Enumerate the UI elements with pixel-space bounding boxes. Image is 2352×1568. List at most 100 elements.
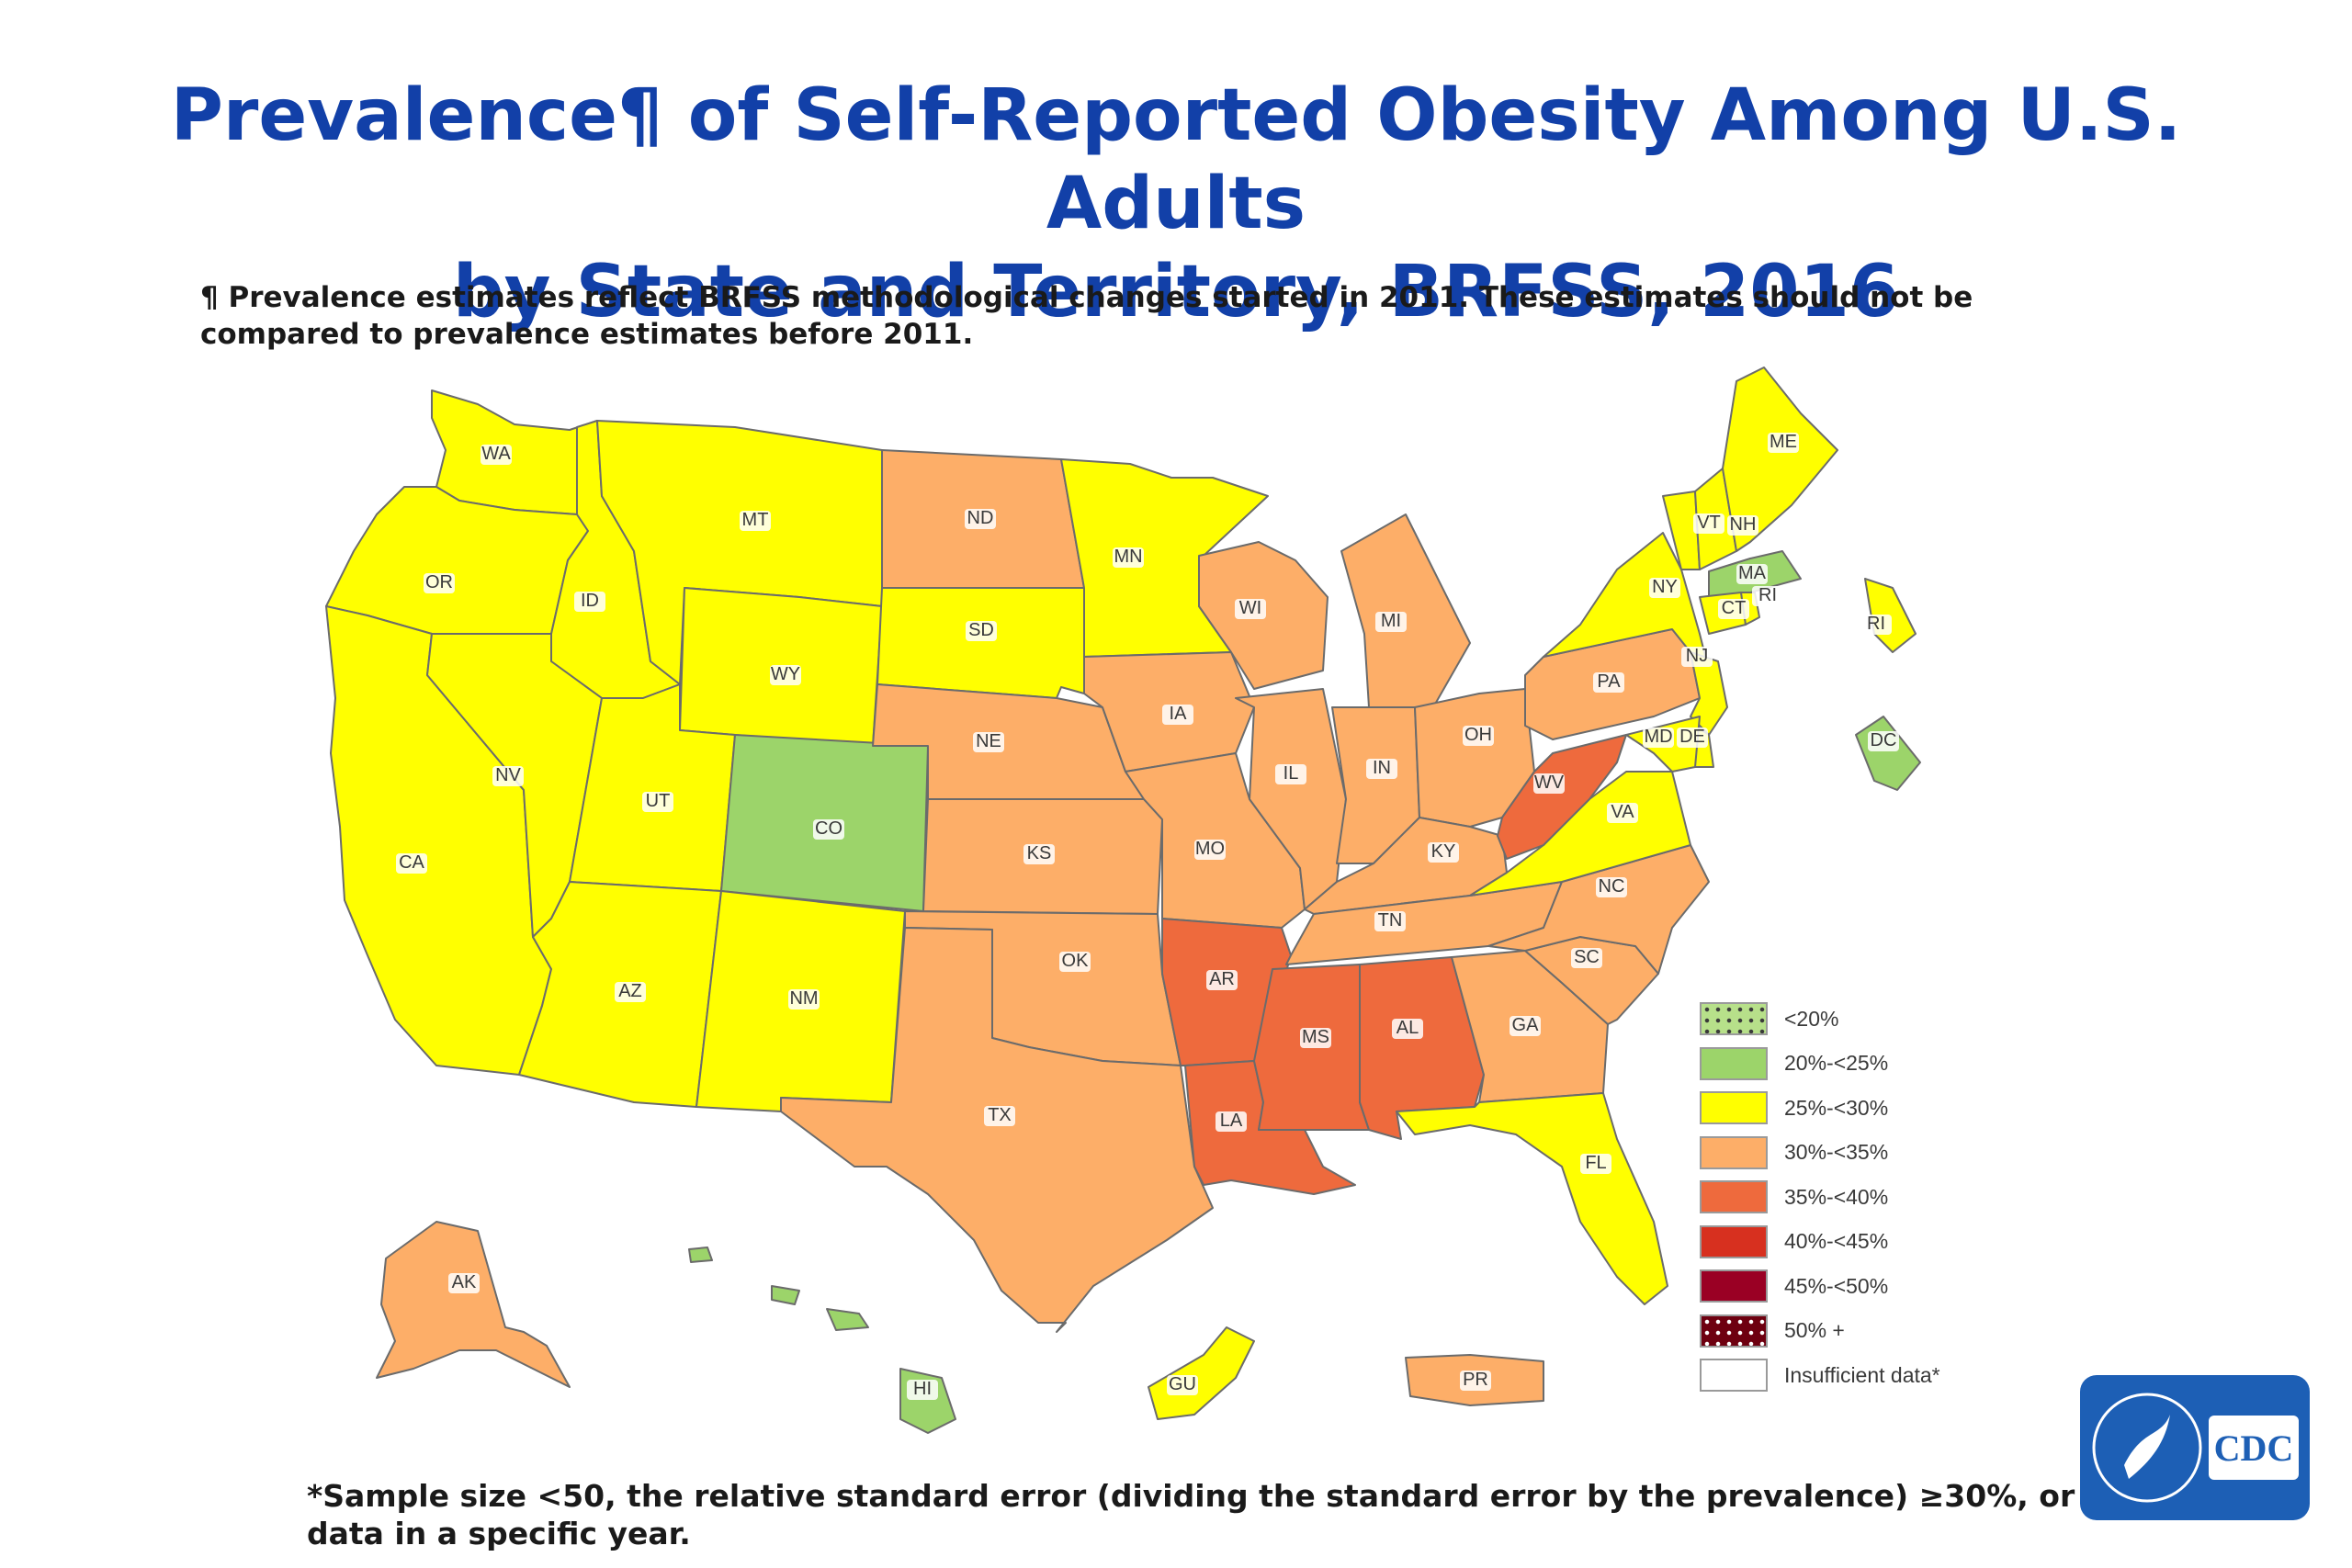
svg-text:NH: NH — [1730, 514, 1757, 535]
svg-text:HI: HI — [913, 1379, 932, 1399]
state-GU — [1148, 1326, 1255, 1420]
legend-swatch — [1700, 1359, 1768, 1393]
svg-text:MT: MT — [742, 510, 769, 530]
legend-swatch — [1700, 1314, 1768, 1348]
svg-text:MS: MS — [1302, 1027, 1329, 1047]
state-label-mi: MI — [1375, 611, 1407, 632]
state-label-ms: MS — [1300, 1027, 1331, 1048]
methodology-footnote: ¶ Prevalence estimates reflect BRFSS met… — [200, 281, 1973, 351]
state-HI-islands-1 — [771, 1285, 800, 1305]
state-label-wy: WY — [770, 664, 801, 685]
title-line-2: by State and Territory, BRFSS, 2016 — [452, 251, 1900, 333]
map-title: Prevalence¶ of Self-Reported Obesity Amo… — [55, 72, 2297, 336]
svg-text:AL: AL — [1396, 1018, 1419, 1038]
svg-text:NE: NE — [976, 731, 1001, 751]
state-label-mn: MN — [1113, 547, 1144, 568]
state-label-ri2: RI — [1860, 614, 1892, 635]
state-label-me: ME — [1768, 432, 1799, 453]
legend-label: <20% — [1784, 1006, 1839, 1031]
svg-text:UT: UT — [646, 791, 671, 811]
logo-background — [2080, 1375, 2310, 1520]
state-label-va: VA — [1607, 802, 1638, 823]
state-label-ne: NE — [973, 731, 1004, 752]
svg-text:NM: NM — [789, 988, 818, 1009]
state-HI-islands-2 — [826, 1308, 869, 1331]
state-label-id: ID — [574, 591, 605, 612]
svg-text:WA: WA — [481, 444, 511, 464]
legend-label: Insufficient data* — [1784, 1362, 1940, 1387]
svg-text:MI: MI — [1381, 611, 1401, 631]
state-label-dc: DC — [1868, 730, 1899, 751]
svg-text:TX: TX — [988, 1105, 1012, 1125]
state-label-ga: GA — [1510, 1015, 1541, 1036]
svg-text:PR: PR — [1463, 1370, 1488, 1390]
svg-text:MO: MO — [1195, 839, 1225, 859]
cdc-wordmark: CDC — [2214, 1427, 2294, 1469]
legend-label: 50% + — [1784, 1318, 1845, 1343]
state-HI-islands-3 — [688, 1247, 713, 1263]
legend-item: <20% — [1700, 997, 1940, 1042]
svg-text:CO: CO — [815, 818, 842, 839]
svg-text:WY: WY — [771, 664, 800, 684]
svg-text:IN: IN — [1373, 758, 1391, 778]
state-label-nj: NJ — [1681, 646, 1713, 667]
svg-text:PA: PA — [1597, 671, 1621, 692]
svg-text:GA: GA — [1512, 1015, 1540, 1035]
svg-text:VA: VA — [1611, 802, 1634, 822]
svg-text:WV: WV — [1534, 773, 1565, 793]
state-label-la: LA — [1216, 1111, 1247, 1132]
state-label-al: AL — [1392, 1018, 1423, 1039]
legend-item: 35%-<40% — [1700, 1175, 1940, 1220]
state-WA — [431, 389, 598, 515]
svg-text:OH: OH — [1464, 725, 1492, 745]
legend-label: 30%-<35% — [1784, 1140, 1889, 1165]
state-label-sd: SD — [966, 620, 997, 641]
legend-swatch — [1700, 1135, 1768, 1169]
svg-text:KS: KS — [1027, 843, 1052, 863]
cdc-logo: CDC — [2080, 1375, 2310, 1520]
legend-label: 45%-<50% — [1784, 1273, 1889, 1298]
state-label-wi: WI — [1235, 598, 1266, 619]
state-label-md: MD — [1643, 727, 1674, 748]
svg-text:NJ: NJ — [1686, 646, 1708, 666]
svg-text:DE: DE — [1679, 727, 1705, 747]
svg-text:NC: NC — [1599, 876, 1625, 897]
state-label-ks: KS — [1023, 843, 1055, 864]
legend-item: Insufficient data* — [1700, 1353, 1940, 1398]
state-label-or: OR — [424, 572, 455, 593]
svg-text:SC: SC — [1574, 947, 1600, 967]
state-label-sc: SC — [1571, 947, 1602, 968]
state-label-pa: PA — [1593, 671, 1624, 693]
state-label-nc: NC — [1596, 876, 1627, 897]
state-label-ar: AR — [1206, 969, 1238, 990]
cdc-wordmark-box — [2209, 1416, 2299, 1480]
state-label-ak: AK — [448, 1272, 480, 1293]
svg-text:IA: IA — [1170, 704, 1188, 724]
state-label-vt: VT — [1693, 513, 1724, 534]
state-label-ma: MA — [1736, 563, 1768, 584]
svg-text:CT: CT — [1722, 598, 1747, 618]
state-label-wa: WA — [481, 444, 512, 465]
svg-text:TN: TN — [1378, 910, 1403, 931]
svg-text:MN: MN — [1114, 547, 1142, 567]
state-FL — [1396, 1092, 1668, 1305]
svg-text:ND: ND — [967, 508, 994, 528]
svg-text:DC: DC — [1871, 730, 1897, 750]
svg-text:ID: ID — [581, 591, 599, 611]
svg-text:OK: OK — [1062, 951, 1090, 971]
svg-text:AR: AR — [1209, 969, 1235, 989]
state-DC-inset — [1855, 716, 1921, 791]
state-label-ny: NY — [1649, 577, 1680, 598]
state-label-nh: NH — [1727, 514, 1758, 536]
state-label-gu: GU — [1167, 1374, 1198, 1395]
legend-label: 35%-<40% — [1784, 1184, 1889, 1209]
svg-text:RI: RI — [1867, 614, 1885, 634]
svg-text:NV: NV — [495, 765, 521, 785]
state-TX — [780, 927, 1214, 1333]
state-AK — [376, 1221, 571, 1388]
svg-text:GU: GU — [1169, 1374, 1196, 1394]
svg-text:MD: MD — [1644, 727, 1672, 747]
legend-item: 50% + — [1700, 1309, 1940, 1354]
legend-swatch — [1700, 1180, 1768, 1214]
